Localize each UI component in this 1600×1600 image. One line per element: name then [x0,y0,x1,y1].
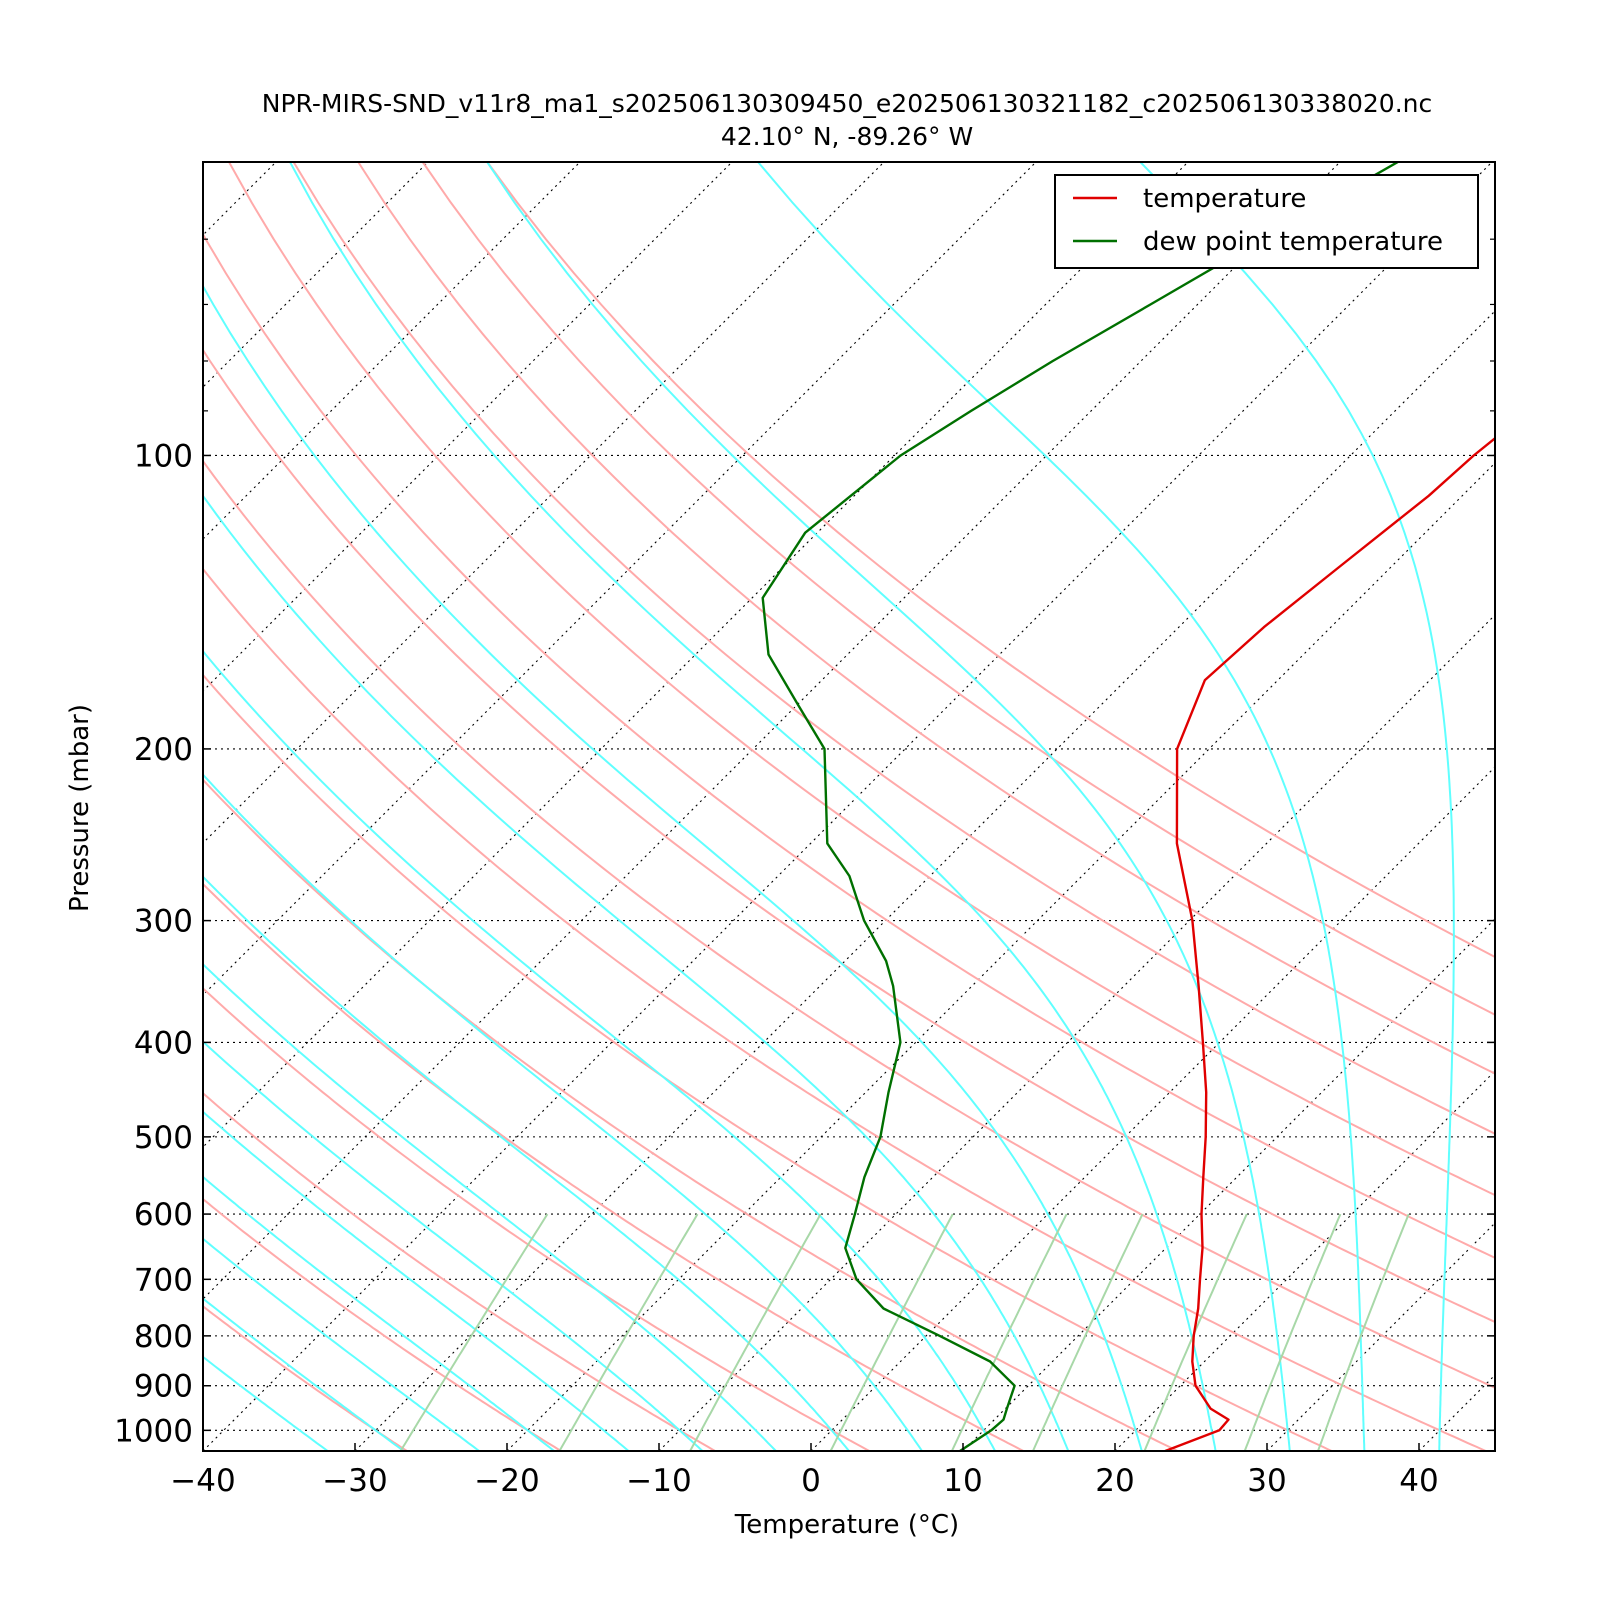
dry-adiabat [228,162,1495,1197]
dry-adiabat [292,162,1495,1135]
x-tick-label: −10 [626,1463,691,1499]
mixing-ratio-line [689,1213,822,1451]
dew-point-line [761,162,1399,1451]
isotherm-line [203,162,429,388]
legend-box [1054,174,1479,269]
legend-label-dew-point: dew point temperature [1143,227,1443,257]
moist-adiabat [757,162,1366,1451]
isotherm-line [203,162,581,540]
mixing-ratio-lines [399,1213,1410,1451]
moist-adiabat [203,284,1143,1451]
moist-adiabat [203,1355,329,1451]
x-tick-label: 10 [943,1463,982,1499]
y-axis-label: Pressure (mbar) [65,704,95,912]
mixing-ratio-line [1243,1213,1342,1451]
dry-adiabat [357,162,1495,1075]
moist-adiabat [203,1110,630,1451]
plot-area [203,162,1495,1451]
y-tick-label: 600 [134,1197,193,1233]
x-tick-label: 0 [801,1463,821,1499]
dry-adiabat [203,882,1024,1451]
x-axis-label: Temperature (°C) [734,1510,959,1540]
y-tick-label: 500 [134,1120,193,1156]
temperature-line [1164,436,1495,1451]
chart-subtitle: 42.10° N, -89.26° W [721,122,973,151]
isotherm-line [203,162,1493,1451]
x-tick-label: −20 [474,1463,539,1499]
moist-adiabat [486,162,1291,1451]
mixing-ratio-line [1317,1213,1410,1451]
moist-adiabat [203,649,996,1451]
dry-adiabat [203,987,870,1451]
x-axis: −40 −30 −20 −10 0 10 20 30 40 [170,1443,1439,1499]
moist-adiabat [203,1175,555,1451]
dry-adiabat [203,459,1495,1389]
moist-adiabat [203,1297,405,1451]
dry-adiabat [203,1305,408,1451]
plot-frame [202,161,1496,1452]
dry-adiabat [203,778,1178,1451]
dry-adiabat [203,1092,716,1451]
mixing-ratio-line [399,1213,549,1451]
moist-adiabat [203,494,1070,1451]
mixing-ratio-line [950,1213,1068,1451]
dry-adiabat [203,348,1495,1324]
moist-adiabat-lines [203,162,1455,1451]
x-tick-label: 40 [1399,1463,1438,1499]
legend: temperature dew point temperature [1054,174,1479,269]
moist-adiabat [203,1237,480,1451]
dry-adiabat [421,162,1495,1016]
moist-adiabat [289,162,1217,1451]
legend-label-temperature: temperature [1143,184,1306,214]
x-tick-label: 30 [1247,1463,1286,1499]
isotherm-line [354,310,1495,1451]
mixing-ratio-line [1143,1213,1248,1451]
x-tick-label: −40 [170,1463,235,1499]
isotherm-line [203,162,1189,1148]
y-tick-label: 900 [134,1369,193,1405]
y-tick-label: 700 [134,1262,193,1298]
moist-adiabat [203,963,777,1451]
y-tick-label: 1000 [114,1413,193,1449]
y-tick-label: 100 [134,438,193,474]
y-tick-label: 300 [134,904,193,940]
moist-adiabat [203,875,850,1451]
series-lines [761,162,1495,1451]
dry-adiabat [486,162,1495,959]
y-tick-label: 200 [134,732,193,768]
y-axis: 100 200 300 400 500 600 700 800 900 1000 [114,238,1495,1449]
chart-title: NPR-MIRS-SND_v11r8_ma1_s202506130309450_… [262,89,1433,118]
moist-adiabat [1139,162,1455,1451]
dry-adiabat [203,232,1495,1259]
dry-adiabat [203,673,1333,1451]
x-tick-label: −30 [322,1463,387,1499]
mixing-ratio-line [1032,1213,1144,1451]
moist-adiabat [203,1040,704,1451]
y-tick-label: 400 [134,1025,193,1061]
y-tick-label: 800 [134,1319,193,1355]
dry-adiabat-lines [203,162,1495,1451]
x-tick-label: 20 [1095,1463,1134,1499]
mixing-ratio-line [558,1213,699,1451]
mixing-ratio-line [829,1213,954,1451]
isotherm-line [203,162,1037,996]
isotherm-line [203,162,733,692]
isotherm-line [203,162,1341,1300]
dry-adiabat [203,567,1487,1451]
